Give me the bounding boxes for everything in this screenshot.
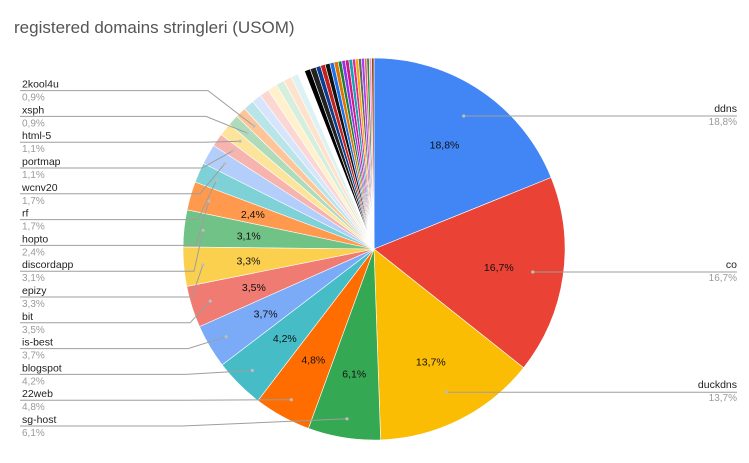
callout-line [20,163,226,195]
callout-line [20,150,234,169]
legend-name: blogspot [22,362,62,374]
slice-value-label: 3,7% [254,308,278,320]
callout-line [20,370,253,375]
callout-line [20,264,204,298]
callout-line [20,300,211,324]
callout-dot [345,417,349,421]
slice-value-label: 3,3% [237,256,261,268]
callout-dot [207,199,211,203]
callout-dot [208,299,212,303]
legend-name: xsph [22,104,44,116]
legend-percent: 1,1% [22,144,45,155]
legend-percent: 4,2% [22,376,45,387]
legend-percent: 3,7% [22,351,45,362]
slices [182,57,566,441]
legend-name: sg-host [22,414,57,426]
legend-name: duckdns [698,379,737,391]
legend-name: portmap [22,156,61,168]
callout-dot [444,390,448,394]
legend-percent: 3,5% [22,325,45,336]
callout-line [20,418,348,427]
slice-value-label: 4,2% [273,333,297,345]
callout-dot [531,270,535,274]
callout-dot [201,263,205,267]
callout-line [20,140,241,143]
legend-name: hopto [22,233,48,245]
labels: 18,8% ddns 18,8% 16,7% co 16,7% 13,7% duckdns 13… [20,79,737,439]
slice-value-label: 6,1% [342,369,366,381]
callout-dot [201,228,205,232]
callout-line [20,230,204,272]
callout-dot [238,139,242,143]
legend-name: wcnv20 [21,182,58,194]
legend-percent: 1,7% [22,196,45,207]
callout-dot [224,335,228,339]
callout-dot [245,131,249,135]
callout-dot [252,124,256,128]
legend-name: 22web [22,388,53,400]
callout-dot [289,398,293,402]
legend-percent: 0,9% [22,118,45,129]
callout-dot [214,178,219,182]
chart-title: registered domains stringleri (USOM) [14,18,295,37]
callout-line [20,200,210,246]
legend-percent: 18,8% [709,117,737,128]
slice-ddns [373,57,552,250]
legend-name: epizy [22,285,47,297]
legend-percent: 6,1% [22,428,45,439]
legend-percent: 16,7% [709,273,737,284]
legend-name: rf [22,208,28,220]
legend-name: ddns [714,103,737,115]
callout-dot [250,368,254,373]
callout-line [20,90,255,127]
callout-line [20,336,227,350]
slice-value-label: 13,7% [416,357,446,369]
legend-percent: 4,8% [22,402,45,413]
legend-percent: 1,1% [22,170,45,181]
legend-name: discordapp [22,259,74,271]
callout-line [20,115,248,134]
legend-name: 2kool4u [22,79,59,91]
slice-value-label: 4,8% [301,355,325,367]
legend-name: is-best [22,337,53,349]
callout-line [20,179,217,221]
callout-dot [231,149,235,153]
callout-dot [462,114,466,118]
slice-other [371,57,375,250]
slice-value-label: 16,7% [484,262,514,274]
slice-value-label: 3,5% [242,282,266,294]
legend-percent: 3,1% [22,273,45,284]
legend-percent: 2,4% [22,247,45,258]
legend-percent: 13,7% [709,393,737,404]
legend-percent: 0,9% [22,93,45,104]
legend-name: html-5 [22,130,51,142]
legend-percent: 1,7% [22,222,45,233]
slice-value-label: 18,8% [430,140,460,152]
slice-value-label: 3,1% [237,230,261,242]
callout-dot [223,162,227,166]
slice-value-label: 2,4% [241,209,265,221]
legend-name: bit [22,311,33,323]
legend-name: co [726,259,737,271]
legend-percent: 3,3% [22,299,45,310]
callout-line [20,399,292,401]
slice-co [373,177,566,369]
